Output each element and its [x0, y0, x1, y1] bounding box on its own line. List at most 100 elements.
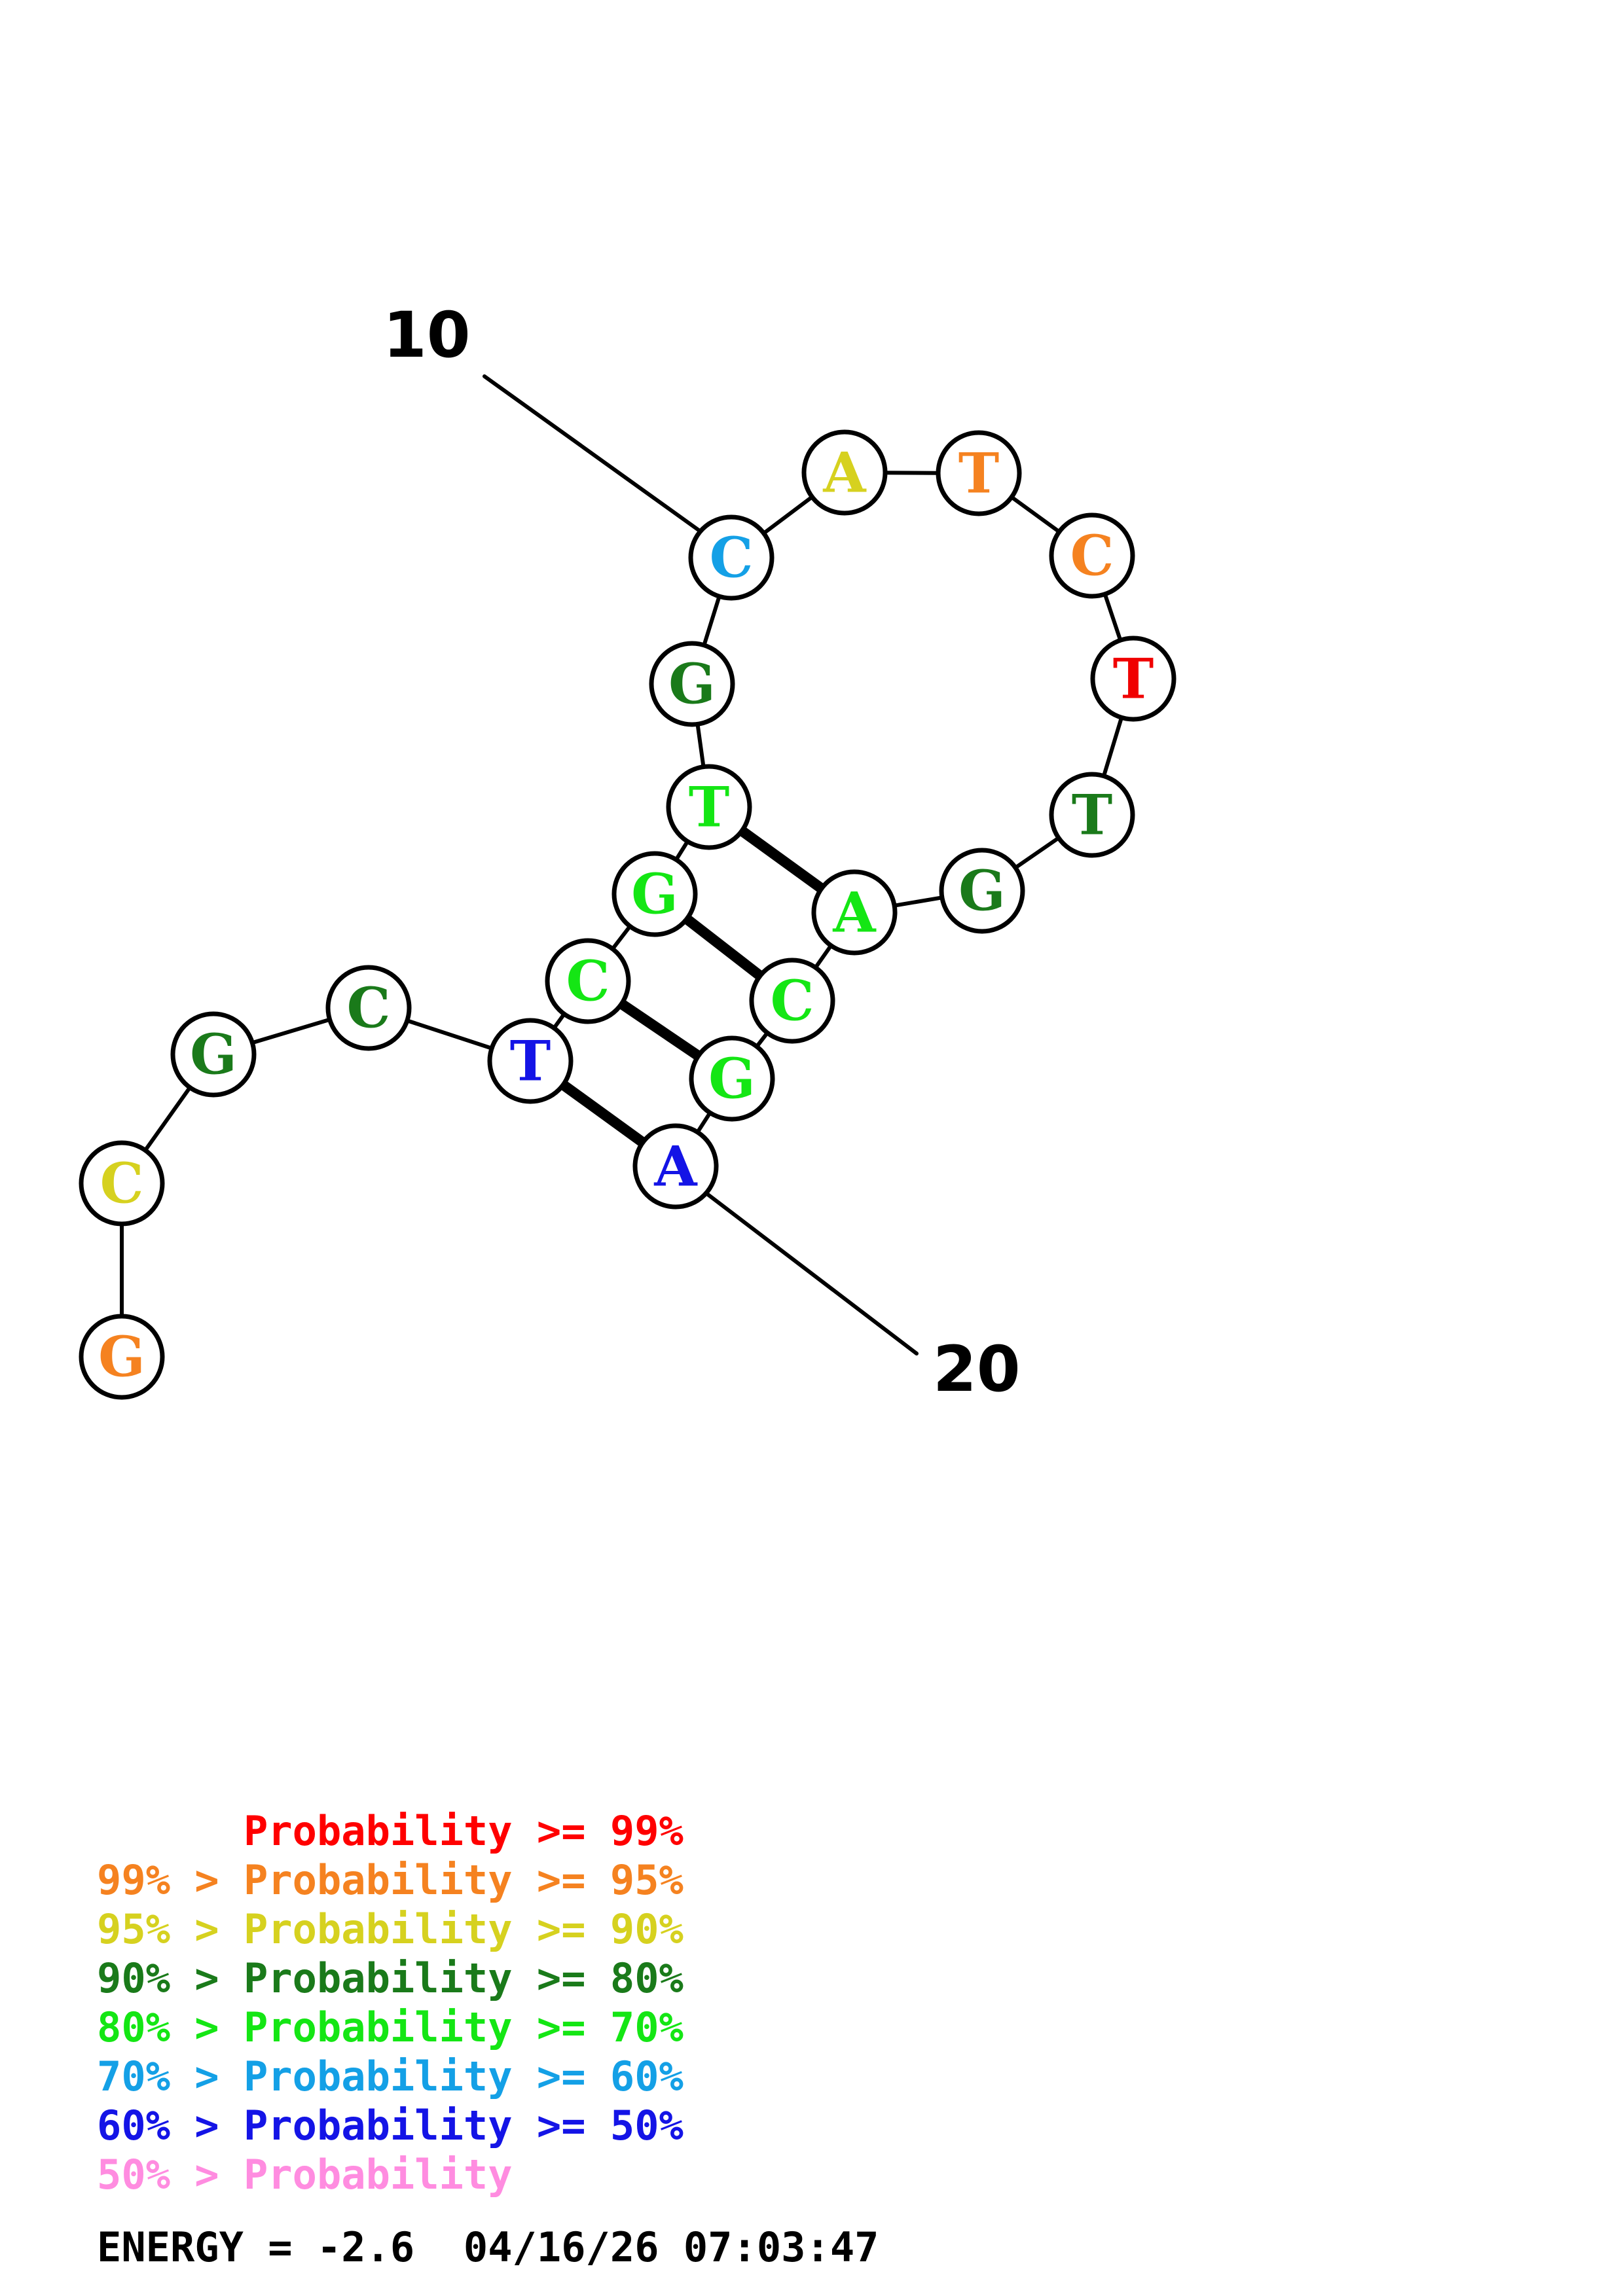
nucleotide-circle: [666, 764, 752, 850]
nucleotide-circle: [801, 429, 888, 516]
base-pair-bond: [737, 825, 826, 894]
backbone-link: [892, 895, 945, 908]
nucleotide-letter: T: [689, 775, 730, 840]
nucleotide-circle: [325, 965, 412, 1051]
probability-legend: Probability >= 99% 99% > Probability >= 9…: [0, 1806, 1623, 2272]
nucleotide-letter: A: [832, 880, 877, 945]
base-pair-bond: [558, 1079, 647, 1148]
backbone-link: [761, 494, 815, 536]
position-index-label: 20: [933, 1333, 1021, 1406]
backbone-link: [249, 1017, 333, 1045]
backbone-link: [143, 1085, 192, 1153]
nucleotide-node-16[interactable]: G: [939, 848, 1025, 934]
backbone-link: [1009, 494, 1062, 535]
nucleotide-letter: C: [100, 1151, 144, 1216]
legend-row-6: 60% > Probability >= 50%: [97, 2102, 684, 2149]
base-pair-bond: [682, 914, 765, 981]
nucleotide-node-20[interactable]: A: [632, 1123, 719, 1210]
backbone-link: [1013, 835, 1061, 870]
position-index-label: 10: [383, 298, 471, 372]
backbone-link: [610, 924, 632, 952]
nucleotide-node-4[interactable]: C: [325, 965, 412, 1051]
nucleotide-letter: C: [347, 976, 391, 1041]
nucleotide-circle: [749, 958, 835, 1044]
nucleotide-circle: [79, 1314, 165, 1400]
nucleotide-node-2[interactable]: C: [79, 1140, 165, 1227]
nucleotide-circle: [545, 938, 631, 1024]
nucleotide-node-7[interactable]: G: [611, 851, 698, 937]
nucleotide-node-14[interactable]: T: [1090, 636, 1176, 722]
backbone-link: [702, 594, 721, 648]
nucleotide-node-11[interactable]: A: [801, 429, 888, 516]
nucleotide-node-12[interactable]: T: [936, 430, 1022, 516]
nucleotide-letter: G: [631, 862, 678, 927]
nucleotide-letter: A: [653, 1134, 698, 1199]
backbone-link: [754, 1030, 770, 1049]
nucleotide-letter: T: [1072, 783, 1113, 848]
nucleotide-circle: [688, 514, 775, 601]
legend-row-3: 90% > Probability >= 80%: [97, 1954, 684, 2002]
nucleotide-circle: [689, 1035, 775, 1122]
backbone-link: [813, 942, 833, 971]
nucleotide-node-18[interactable]: C: [749, 958, 835, 1044]
nucleotide-node-13[interactable]: C: [1049, 512, 1135, 599]
nucleotide-circle: [79, 1140, 165, 1227]
nucleotide-node-19[interactable]: G: [689, 1035, 775, 1122]
nucleotide-node-8[interactable]: T: [666, 764, 752, 850]
base-pair-bond: [617, 999, 702, 1061]
nucleotide-circle: [649, 641, 735, 727]
legend-row-5: 70% > Probability >= 60%: [97, 2053, 684, 2100]
backbone-link: [674, 838, 690, 863]
nucleotide-circle: [632, 1123, 719, 1210]
nucleotide-node-6[interactable]: C: [545, 938, 631, 1024]
position-leader-lines: [483, 374, 919, 1355]
backbone-link: [551, 1011, 567, 1031]
nucleotide-letter: G: [668, 652, 716, 717]
nucleotide-node-15[interactable]: T: [1049, 772, 1135, 858]
nucleotide-letter: G: [190, 1022, 237, 1087]
backbone-connections: [120, 471, 1124, 1319]
nucleotide-circle: [611, 851, 698, 937]
nucleotide-node-5[interactable]: T: [487, 1018, 574, 1104]
nucleotide-circle: [939, 848, 1025, 934]
nucleotide-node-3[interactable]: G: [170, 1011, 257, 1098]
nucleotide-circle: [1090, 636, 1176, 722]
legend-row-7: 50% > Probability: [97, 2151, 513, 2198]
backbone-link: [404, 1018, 495, 1050]
nucleotide-letter: C: [1070, 524, 1114, 588]
nucleotide-letter: G: [708, 1047, 756, 1111]
legend-row-0: Probability >= 99%: [97, 1807, 684, 1855]
base-pair-bonds: [558, 825, 826, 1148]
nucleotide-letter: G: [958, 859, 1006, 924]
nucleotide-node-9[interactable]: G: [649, 641, 735, 727]
legend-row-4: 80% > Probability >= 70%: [97, 2003, 684, 2051]
nucleotide-letter: T: [958, 441, 1000, 506]
nucleotide-circle: [1049, 512, 1135, 599]
backbone-link: [1101, 715, 1124, 779]
nucleotide-letter: T: [510, 1029, 551, 1094]
legend-row-2: 95% > Probability >= 90%: [97, 1905, 684, 1953]
backbone-link: [1103, 591, 1123, 643]
nucleotide-letter: C: [771, 969, 814, 1033]
position-index-labels: 10 20: [383, 298, 1021, 1406]
position-leader-line: [483, 374, 702, 533]
nucleotide-circle: [811, 869, 898, 956]
nucleotide-letter: T: [1113, 647, 1154, 711]
nucleotide-circle: [170, 1011, 257, 1098]
nucleotide-letter: G: [98, 1325, 145, 1390]
backbone-link: [695, 721, 706, 770]
nucleotide-letter: A: [822, 440, 867, 505]
nucleotide-circle: [487, 1018, 574, 1104]
nucleotide-node-1[interactable]: G: [79, 1314, 165, 1400]
nucleotide-letter: C: [566, 949, 610, 1014]
nucleotide-letter: C: [710, 526, 754, 590]
position-leader-line: [700, 1188, 919, 1355]
nucleotide-node-17[interactable]: A: [811, 869, 898, 956]
nucleotide-circle: [1049, 772, 1135, 858]
nucleotide-node-10[interactable]: C: [688, 514, 775, 601]
energy-timestamp-line: ENERGY = -2.6 04/16/26 07:03:47: [97, 2223, 879, 2271]
legend-row-1: 99% > Probability >= 95%: [97, 1856, 684, 1904]
